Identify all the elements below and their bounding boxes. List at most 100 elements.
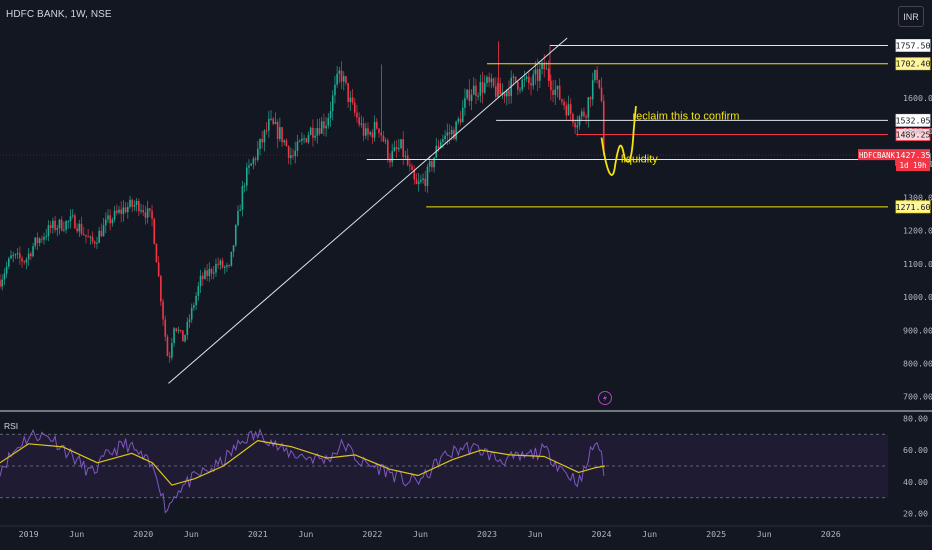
candle-body [182,330,184,342]
candle-body [190,307,193,320]
candle-body [41,238,43,240]
candle-body [56,228,59,230]
price-level-label: 1489.25 [896,130,931,140]
currency-button[interactable]: INR [898,6,924,27]
candle-body [144,212,147,218]
candle-body [12,255,15,257]
ticker-price-badge [896,149,930,172]
candle-body [384,140,387,142]
candle-body [336,73,338,85]
candle-body [3,273,6,280]
ticker-name-badge [858,149,896,161]
candle-body [351,97,354,103]
candle-body [598,79,601,88]
rsi-tick-label: 60.00 [903,445,928,455]
candle-body [109,215,111,224]
candle-body [179,329,182,331]
candle-body [274,121,277,124]
candle-body [345,76,347,83]
trendline [168,37,568,384]
rsi-tick-label: 40.00 [903,477,928,487]
y-tick-label: 1100.00 [903,259,932,269]
candle-body [327,117,330,126]
candle-body [602,100,605,156]
candle-body [567,104,570,116]
candle-body [356,112,358,118]
candle-body [177,329,180,331]
annotation-reclaim: reclaim this to confirm [632,110,739,122]
price-level-label-box [895,39,931,52]
candle-body [91,236,94,242]
candle-body [576,125,579,128]
candle-body [508,90,510,97]
candle-body [545,68,548,70]
candle-body [173,328,175,344]
candle-body [171,343,173,358]
candle-body [219,260,222,265]
candle-body [204,270,206,280]
candle-body [241,186,244,210]
candle-body [232,245,235,252]
candle-body [375,121,378,129]
candle-body [285,140,288,147]
x-tick-label: 2022 [362,529,382,539]
ticker-name-text: HDFCBANK [859,151,896,160]
x-tick-label: Jun [642,529,657,539]
candle-body [279,127,281,139]
candle-body [0,280,1,287]
candle-body [362,123,365,136]
candle-body [312,127,314,138]
candle-body [331,95,334,112]
candle-body [413,169,416,180]
candle-body [422,178,424,180]
candle-body [131,199,134,207]
candle-body [481,81,484,93]
x-tick-label: 2021 [248,529,268,539]
candle-body [283,140,286,143]
candle-body [237,210,239,226]
candle-body [127,206,129,213]
candle-body [387,140,389,159]
candle-body [74,215,76,229]
candle-body [151,210,153,219]
candle-body [353,102,356,113]
candle-body [149,208,151,211]
candle-body [217,263,219,265]
candle-body [111,219,114,224]
candle-body [583,111,585,117]
candle-body [316,128,319,136]
candle-body [188,319,191,322]
candle-body [47,225,50,237]
candle-body [38,238,41,244]
rsi-tick-label: 20.00 [903,509,928,519]
candle-body [329,111,332,118]
candle-body [382,135,385,142]
candle-body [25,259,28,263]
candle-body [135,200,138,206]
candle-body [265,130,268,132]
candle-body [193,305,195,308]
candle-body [393,147,396,152]
price-level-label-box [895,128,931,141]
candle-body [82,233,85,235]
candle-body [580,111,583,117]
candle-body [157,262,160,277]
candle-body [347,82,349,102]
candle-body [168,356,171,358]
candle-body [492,78,495,87]
candle-body [550,80,552,91]
candle-body [104,219,107,226]
candle-body [239,209,241,211]
x-tick-label: Jun [757,529,772,539]
candle-body [596,70,598,80]
candle-body [320,121,323,134]
candle-body [395,147,398,150]
candle-body [505,90,508,97]
candle-body [521,79,524,90]
lightning-icon [597,391,612,405]
candle-body [565,105,568,116]
candle-body [290,155,292,159]
candle-body [155,243,158,263]
candle-body [514,76,517,82]
